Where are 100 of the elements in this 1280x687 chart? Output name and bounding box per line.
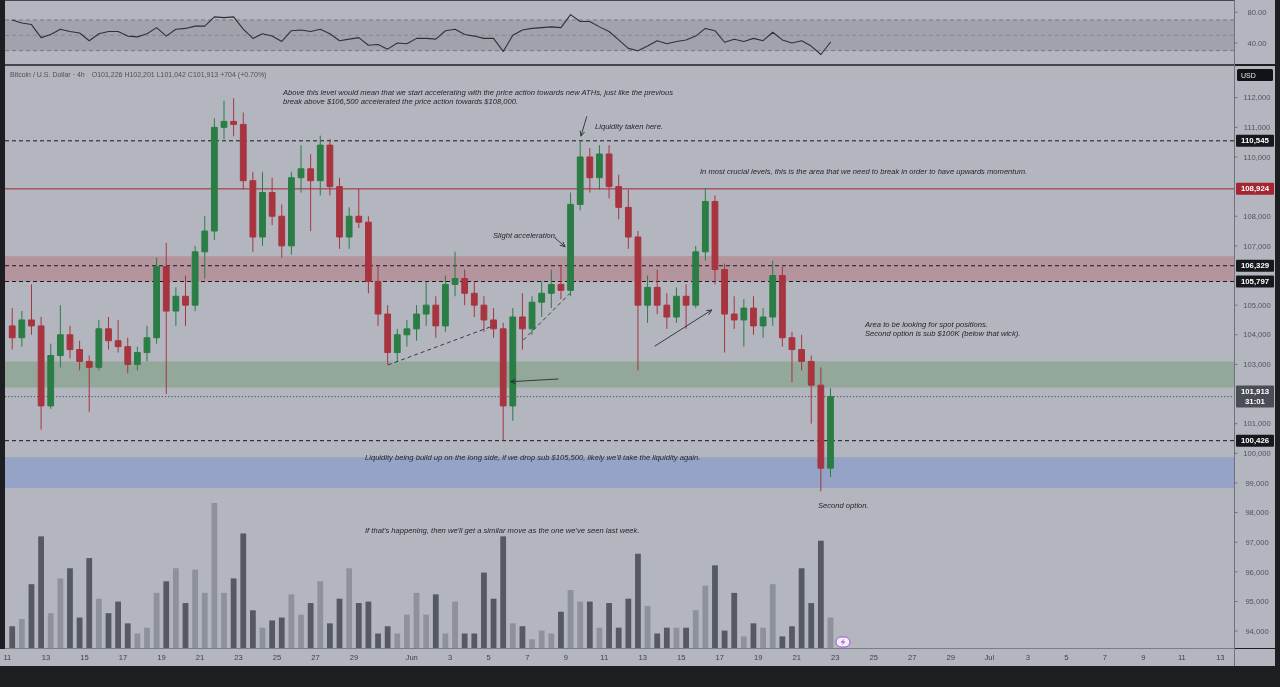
candlestick [124,337,132,374]
bar [307,603,314,648]
candlestick [615,174,623,220]
bar [789,626,795,648]
bar [606,603,612,648]
line-series [11,14,832,56]
candlestick [85,355,93,413]
bar [211,503,218,648]
candlestick [316,135,324,196]
candlestick [422,280,430,327]
candlestick [201,215,209,279]
candlestick [56,304,64,368]
bar [423,614,430,648]
bar [577,601,584,648]
candlestick [730,295,738,330]
candlestick [259,171,266,247]
candlestick [374,266,382,327]
bar [38,536,44,648]
bar [124,623,131,648]
candlestick [95,319,103,371]
candlestick [682,283,690,330]
bar [18,619,25,648]
bar [144,627,150,648]
candlestick [538,280,546,318]
candlestick [66,325,74,359]
candlestick [105,316,112,351]
bar [635,553,641,648]
candlestick [509,307,517,422]
candlestick [133,346,141,371]
bar [250,610,256,648]
bar [731,592,738,648]
bar [278,617,285,648]
candlestick [528,295,536,336]
candlestick [278,203,286,259]
candlestick [547,269,555,309]
candlestick [798,334,805,371]
bar [327,623,333,648]
bar [221,592,227,648]
candlestick [172,286,180,327]
bar [779,636,786,648]
candlestick [567,192,574,297]
candlestick [653,269,661,315]
bar [769,584,776,648]
bar [269,620,276,648]
candlestick [28,283,35,336]
candlestick [759,307,767,339]
candlestick [673,286,680,324]
bar [355,603,362,648]
bar [384,626,391,648]
candlestick [740,298,748,348]
bar [298,614,304,648]
candlestick [220,100,228,140]
bar [558,611,564,648]
candlestick [442,275,449,333]
bar [163,581,170,648]
candlestick [18,310,26,348]
bar [654,633,661,648]
bar [432,594,439,648]
candlestick [326,138,334,196]
bar [201,592,208,648]
bar [538,630,545,648]
candlestick [644,275,651,324]
candlestick [451,251,459,297]
candlestick [355,188,363,229]
candlestick [778,266,786,348]
candlestick [827,387,834,478]
candlestick [143,325,151,362]
bar [346,568,353,648]
candlestick [162,242,170,395]
bar [375,633,381,648]
candlestick [490,307,497,339]
candlestick [297,144,305,194]
candlestick [182,275,189,327]
bar [740,636,747,648]
candlestick [663,292,671,330]
candlestick [239,112,247,191]
bar [404,614,410,648]
candlestick [393,328,401,362]
candlestick [480,295,488,333]
candlestick [470,280,478,318]
bar [9,626,16,648]
bar [509,623,516,648]
candlestick [605,144,613,199]
bar [712,565,718,648]
bar [192,569,199,648]
bar [500,536,507,648]
bar [57,578,64,648]
candlestick [230,97,238,137]
bar [481,572,487,648]
candlestick [432,295,440,339]
candlestick [557,266,565,300]
candlestick [701,187,709,262]
candlestick [692,245,700,309]
candlestick [499,322,507,442]
candlestick [817,366,825,492]
bar [394,633,401,648]
candlestick [576,140,584,211]
candlestick [47,343,55,410]
candlestick [345,206,353,250]
candlestick [153,257,161,345]
